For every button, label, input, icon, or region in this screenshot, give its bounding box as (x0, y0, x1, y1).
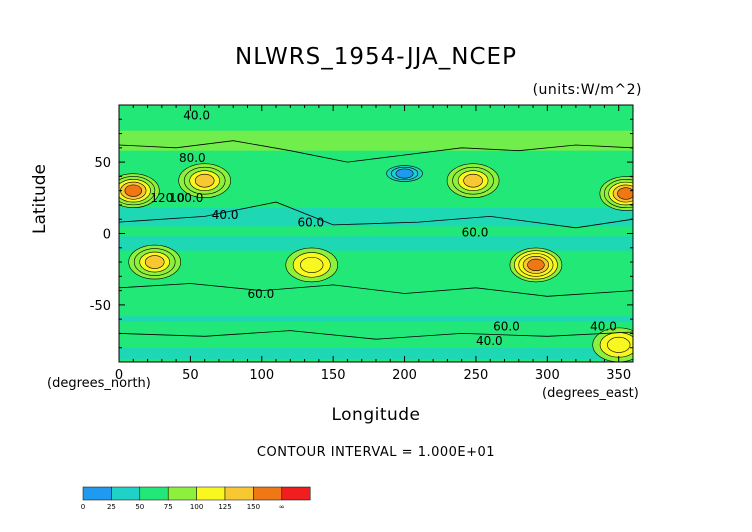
x-tick-label: 100 (249, 368, 274, 383)
field-feature (617, 187, 633, 200)
x-tick-label: 150 (321, 368, 346, 383)
contour-label: 120.0 (150, 191, 184, 205)
colorbar-tick-label: ∞ (279, 503, 285, 511)
field-band (119, 324, 633, 343)
plot-area (119, 105, 633, 362)
colorbar-tick-label: 50 (135, 503, 144, 511)
x-tick-label: 300 (535, 368, 560, 383)
axes: 0 50 100 150 200 250 300 350 -50 0 50 (90, 105, 633, 383)
colorbar-swatch (139, 486, 169, 501)
colorbar-swatch (253, 486, 283, 501)
contour-label: 60.0 (297, 215, 324, 229)
field-feature (194, 173, 215, 188)
colorbar-tick-label: 100 (190, 503, 203, 511)
colorbar-swatch (167, 486, 197, 501)
colorbar-swatch (111, 486, 141, 501)
colorbar-swatch (82, 486, 112, 501)
colorbar-tick-label: 0 (81, 503, 85, 511)
contour-line (119, 330, 633, 340)
x-tick-label: 350 (606, 368, 631, 383)
y-tick-label: 50 (94, 156, 111, 171)
field-feature (300, 256, 324, 273)
field-band (119, 347, 633, 360)
colorbar-tick-label: 150 (247, 503, 260, 511)
x-tick-label: 250 (464, 368, 489, 383)
x-tick-label: 200 (392, 368, 417, 383)
colorbar-tick-label: 75 (164, 503, 173, 511)
colorbar-swatch (281, 486, 311, 501)
contour-label: 80.0 (179, 151, 206, 165)
colorbar-swatch (196, 486, 226, 501)
colorbar-tick-label: 125 (218, 503, 231, 511)
x-axis-unit-note: (degrees_east) (542, 386, 639, 401)
contour-label: 40.0 (183, 108, 210, 122)
field-band (119, 236, 633, 251)
y-tick-label: 0 (103, 228, 111, 243)
contour-labels: 40.080.0120.0100.040.060.060.060.060.040… (150, 108, 616, 348)
field-band (119, 207, 633, 227)
contour-label: 60.0 (462, 225, 489, 239)
contour-interval-text: CONTOUR INTERVAL = 1.000E+01 (256, 445, 496, 460)
field-feature (395, 168, 414, 179)
field-feature (527, 258, 545, 272)
contour-lines (119, 140, 633, 340)
y-axis-unit-note: (degrees_north) (47, 376, 151, 391)
field-regions (119, 130, 633, 362)
x-tick-label: 50 (182, 368, 199, 383)
contour-line (119, 201, 633, 229)
field-feature (463, 173, 483, 188)
field-band (119, 130, 633, 151)
colorbar: 0 25 50 75 100 125 150 ∞ (81, 486, 311, 511)
colorbar-swatch (224, 486, 254, 501)
contour-label: 40.0 (476, 334, 503, 348)
contour-label: 100.0 (169, 191, 203, 205)
field-feature (124, 184, 142, 197)
field-feature (144, 255, 165, 269)
contour-label: 40.0 (212, 208, 239, 222)
colorbar-tick-label: 25 (107, 503, 116, 511)
contour-label: 40.0 (590, 320, 617, 334)
y-tick-label: -50 (90, 299, 111, 314)
contour-line (119, 140, 633, 163)
contour-line (119, 283, 633, 297)
units-label: (units:W/m^2) (532, 82, 642, 98)
contour-label: 60.0 (248, 287, 275, 301)
field-feature (607, 336, 631, 353)
x-tick-label: 0 (115, 368, 123, 383)
contour-label: 60.0 (493, 320, 520, 334)
chart-title: NLWRS_1954-JJA_NCEP (235, 44, 517, 70)
x-axis-label: Longitude (331, 405, 421, 425)
field-band (119, 316, 633, 323)
